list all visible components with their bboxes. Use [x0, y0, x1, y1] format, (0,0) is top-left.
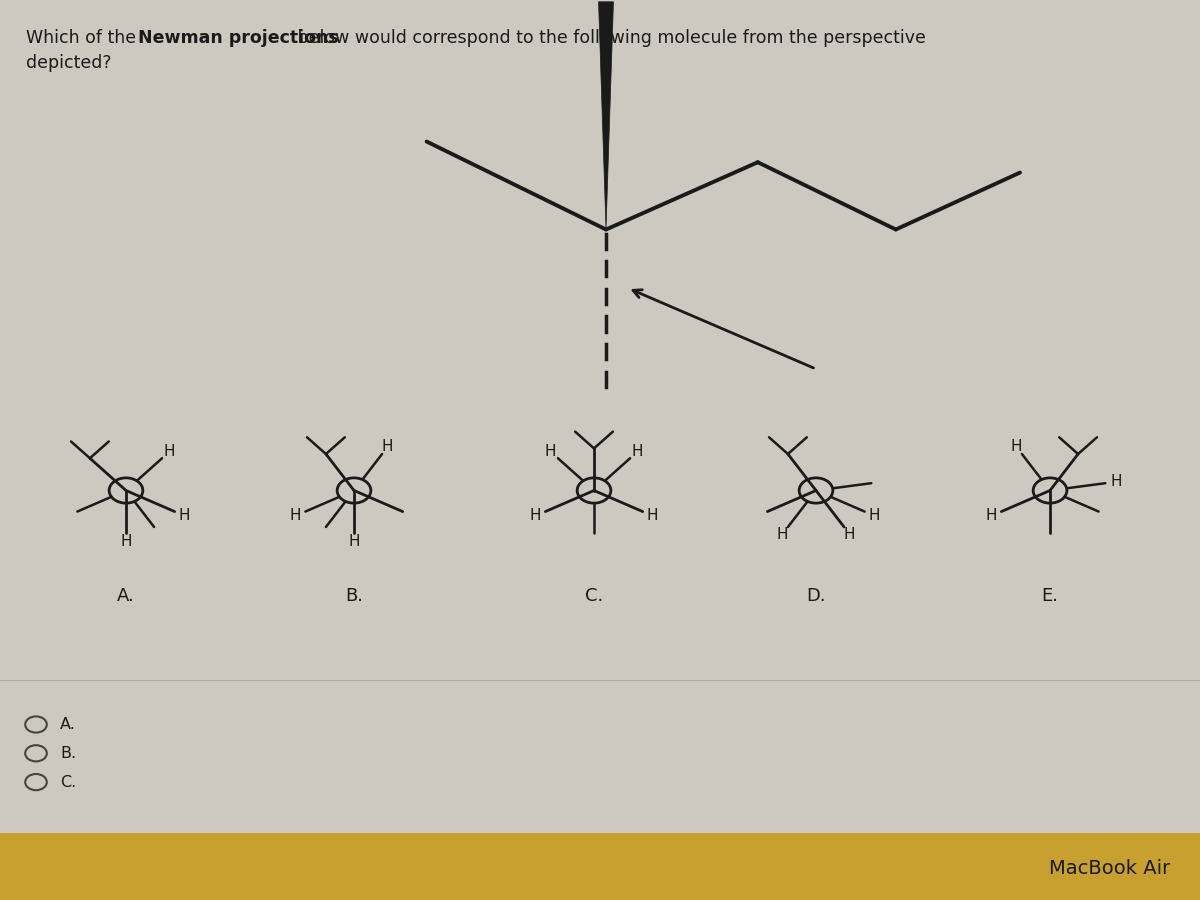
Text: H: H [1111, 474, 1122, 490]
Text: H: H [545, 445, 557, 459]
Text: below would correspond to the following molecule from the perspective: below would correspond to the following … [292, 29, 925, 47]
Text: H: H [1010, 439, 1022, 454]
Text: H: H [530, 508, 541, 523]
Text: A.: A. [118, 587, 134, 605]
Text: C.: C. [584, 587, 604, 605]
Text: Which of the: Which of the [26, 29, 142, 47]
Text: MacBook Air: MacBook Air [1049, 859, 1170, 877]
Text: H: H [382, 439, 394, 454]
Text: C.: C. [60, 775, 77, 789]
Text: H: H [986, 508, 997, 523]
Text: B.: B. [346, 587, 364, 605]
Text: B.: B. [60, 746, 76, 760]
Text: H: H [631, 445, 643, 459]
Circle shape [577, 478, 611, 503]
Text: H: H [647, 508, 658, 523]
Text: D.: D. [806, 587, 826, 605]
Text: H: H [869, 508, 880, 523]
Circle shape [337, 478, 371, 503]
Text: H: H [120, 534, 132, 548]
Text: H: H [348, 534, 360, 548]
Text: Newman projections: Newman projections [138, 29, 338, 47]
Bar [0, 832, 1200, 900]
Text: A.: A. [60, 717, 76, 732]
Circle shape [109, 478, 143, 503]
Text: depicted?: depicted? [26, 54, 112, 72]
Text: H: H [163, 445, 175, 459]
Text: E.: E. [1042, 587, 1058, 605]
Circle shape [799, 478, 833, 503]
Text: H: H [179, 508, 190, 523]
Text: H: H [776, 526, 788, 542]
Polygon shape [599, 2, 613, 230]
Circle shape [1033, 478, 1067, 503]
Text: H: H [290, 508, 301, 523]
Text: H: H [844, 526, 856, 542]
